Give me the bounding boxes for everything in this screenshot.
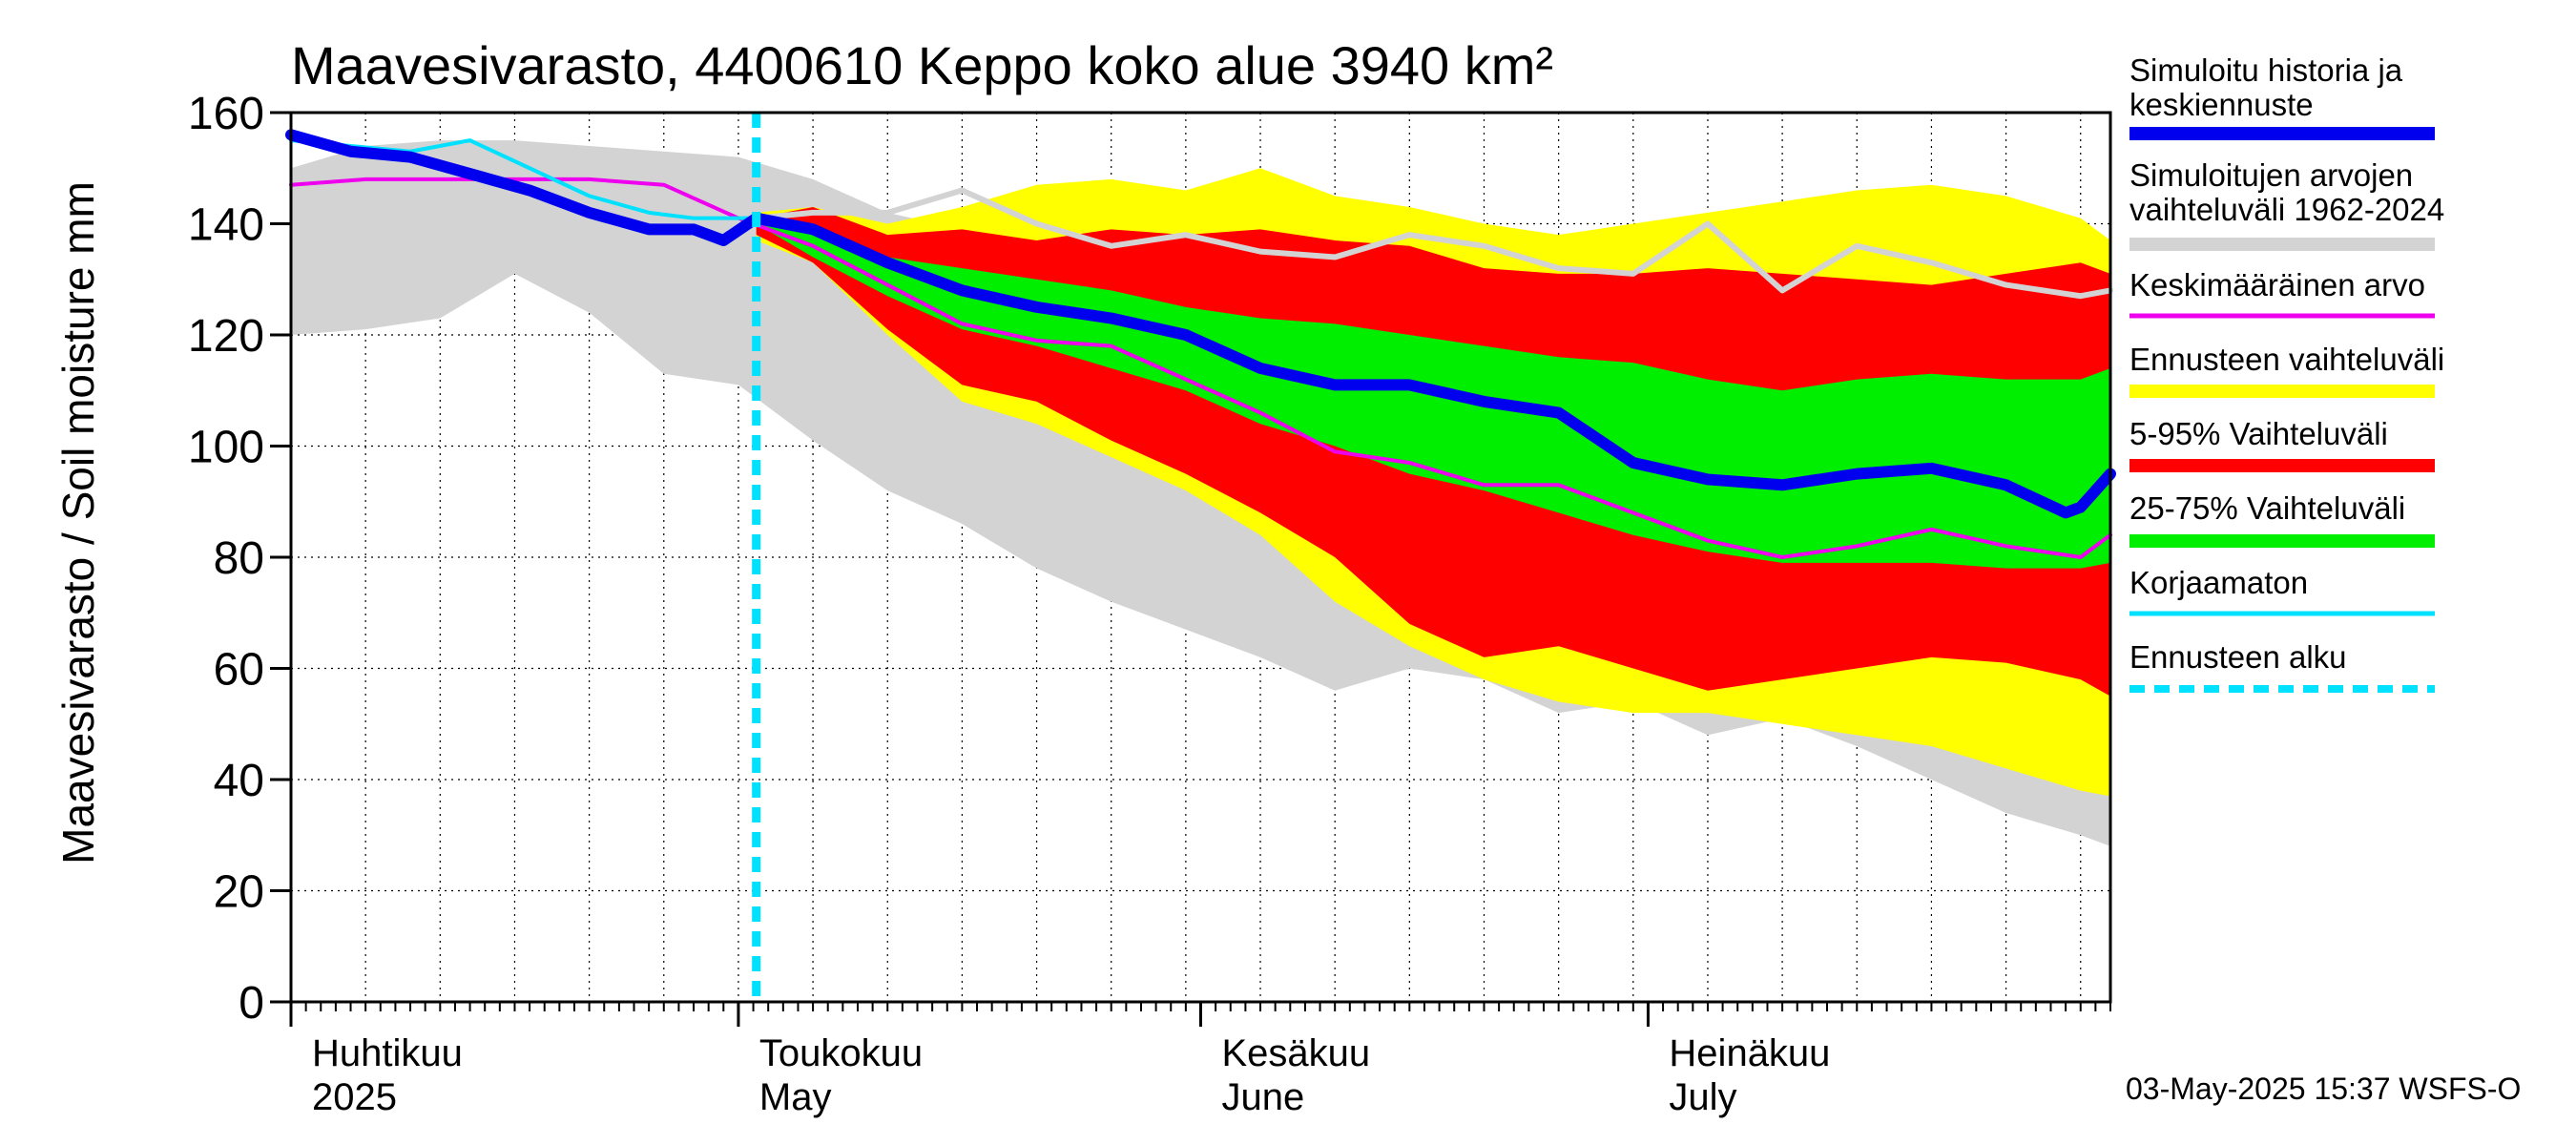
y-tick-label: 60 <box>214 645 264 696</box>
lines <box>285 113 2116 1002</box>
legend-label: Ennusteen alku <box>2129 639 2347 675</box>
y-axis-label: Maavesivarasto / Soil moisture mm <box>53 181 103 864</box>
y-tick-label: 140 <box>188 200 264 251</box>
x-month-label-en: 2025 <box>312 1076 397 1118</box>
line-series-7 <box>285 129 2116 519</box>
legend-label: Simuloitu historia ja keskiennuste <box>2129 52 2403 122</box>
legend-label: Keskimääräinen arvo <box>2129 267 2425 302</box>
x-month-label-fi: Heinäkuu <box>1669 1032 1830 1074</box>
x-month-label-fi: Toukokuu <box>759 1032 923 1074</box>
footer-timestamp: 03-May-2025 15:37 WSFS-O <box>2126 1072 2521 1106</box>
legend: Simuloitu historia ja keskiennuste Simuloi… <box>2129 52 2444 693</box>
x-month-label-en: May <box>759 1076 832 1118</box>
x-month-label-fi: Huhtikuu <box>312 1032 463 1074</box>
y-tick-label: 160 <box>188 89 264 139</box>
x-month-label-en: July <box>1669 1076 1736 1118</box>
y-tick-label: 120 <box>188 311 264 362</box>
y-tick-label: 100 <box>188 423 264 473</box>
line-series-4 <box>753 187 2113 300</box>
legend-label: 5-95% Vaihteluväli <box>2129 416 2388 451</box>
legend-label: Ennusteen vaihteluväli <box>2129 342 2444 377</box>
chart-title: Maavesivarasto, 4400610 Keppo koko alue … <box>291 35 1553 95</box>
line-series-5 <box>289 177 2112 559</box>
y-tick-label: 80 <box>214 533 264 584</box>
legend-label: 25-75% Vaihteluväli <box>2129 490 2405 526</box>
legend-label: Korjaamaton <box>2129 565 2308 600</box>
legend-label: Simuloitujen arvojen vaihteluväli 1962-20… <box>2129 157 2444 227</box>
y-tick-label: 20 <box>214 867 264 918</box>
y-tick-label: 0 <box>239 978 264 1029</box>
x-month-label-fi: Kesäkuu <box>1222 1032 1371 1074</box>
y-tick-label: 40 <box>214 756 264 806</box>
x-month-label-en: June <box>1222 1076 1305 1118</box>
